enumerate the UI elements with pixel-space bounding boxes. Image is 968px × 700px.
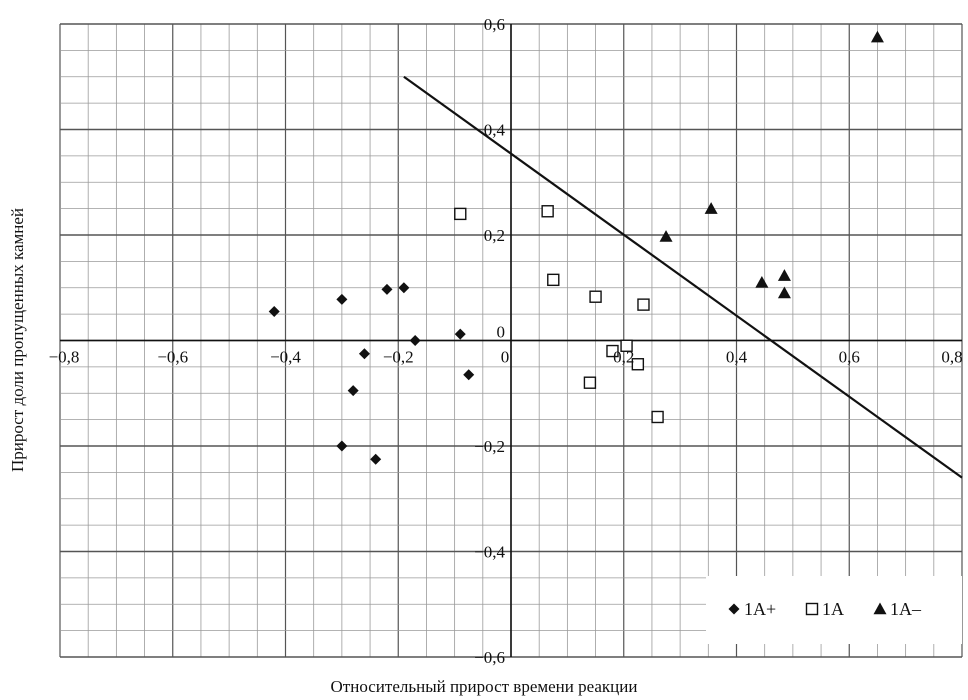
point-series-1 (336, 440, 348, 452)
point-series-2 (637, 298, 650, 311)
point-series-3 (870, 30, 884, 43)
legend: 1A+ 1A 1A– (706, 576, 962, 644)
y-tick-label: 0 (497, 323, 506, 342)
point-series-1 (398, 282, 410, 294)
point-series-2 (589, 290, 602, 303)
y-tick-label: −0,2 (474, 437, 505, 456)
axes (60, 24, 962, 657)
point-series-2 (454, 207, 467, 221)
legend-label: 1A– (890, 599, 922, 619)
trendline-layer (403, 75, 963, 479)
point-series-2 (620, 339, 633, 352)
x-tick-label: −0,6 (157, 348, 188, 367)
point-series-3 (755, 275, 769, 288)
y-tick-label: −0,4 (474, 543, 505, 562)
point-series-2 (583, 376, 597, 389)
y-tick-label: 0,2 (484, 226, 505, 245)
x-tick-label: 0,2 (613, 348, 634, 367)
point-series-1 (409, 335, 421, 346)
legend-label: 1A+ (744, 599, 776, 619)
x-axis-title: Относительный прирост времени реакции (331, 677, 638, 696)
data-markers (268, 30, 884, 465)
y-axis-title: Прирост доли пропущенных камней (8, 208, 27, 472)
trendline (403, 75, 963, 479)
point-series-3 (659, 230, 673, 242)
legend-marker (873, 602, 887, 615)
point-series-1 (454, 328, 466, 340)
point-series-1 (463, 369, 475, 381)
point-series-2 (547, 273, 560, 287)
legend-marker (805, 602, 819, 616)
point-series-3 (704, 202, 718, 214)
point-series-2 (631, 358, 645, 371)
x-tick-label: 0,6 (839, 348, 860, 367)
point-series-1 (370, 453, 382, 465)
point-series-3 (777, 286, 791, 299)
x-tick-label: −0,2 (383, 348, 414, 367)
point-series-1 (336, 293, 348, 305)
point-series-1 (358, 348, 370, 360)
y-tick-labels: 0,6 0,4 0,2 0 −0,2 −0,4 −0,6 (474, 15, 505, 667)
x-tick-label: 0,8 (941, 348, 962, 367)
point-series-2 (606, 344, 619, 358)
legend-marker (728, 603, 740, 615)
point-series-1 (381, 283, 393, 295)
y-tick-label: 0,4 (484, 121, 506, 140)
point-series-1 (347, 385, 359, 397)
x-tick-labels: −0,8 −0,6 −0,4 −0,2 0 0,2 0,4 0,6 0,8 (49, 348, 963, 367)
legend-box (706, 576, 962, 644)
x-tick-label: 0,4 (726, 348, 748, 367)
x-tick-label: 0 (501, 348, 510, 367)
point-series-2 (541, 205, 554, 218)
point-series-2 (651, 410, 664, 424)
y-tick-label: 0,6 (484, 15, 505, 34)
point-series-1 (268, 305, 280, 317)
point-series-3 (777, 269, 791, 281)
y-tick-label: −0,6 (474, 648, 505, 667)
x-tick-label: −0,4 (270, 348, 301, 367)
x-tick-label: −0,8 (49, 348, 80, 367)
legend-label: 1A (822, 599, 844, 619)
